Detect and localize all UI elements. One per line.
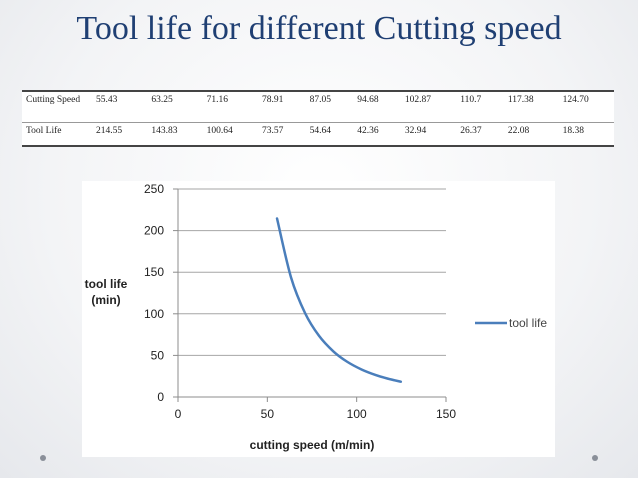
y-tick-label: 200 bbox=[144, 224, 164, 238]
table-cell: 71.16 bbox=[202, 92, 258, 123]
table-cell: 110.7 bbox=[456, 92, 504, 123]
table-cell: 143.83 bbox=[151, 126, 178, 136]
x-axis-title: cutting speed (m/min) bbox=[250, 438, 375, 452]
table-cell: 22.08 bbox=[507, 126, 530, 136]
table-cell: 78.91 bbox=[257, 92, 306, 123]
y-tick-label: 0 bbox=[157, 390, 164, 404]
table-cell: 54.64 bbox=[309, 126, 331, 136]
table-cell: 32.94 bbox=[404, 126, 427, 136]
y-axis-title-line2: (min) bbox=[91, 293, 120, 307]
y-tick-label: 50 bbox=[151, 348, 165, 362]
line-chart: 0 50 100 150 200 250 0 50 100 150 cutting speed (m… bbox=[85, 182, 548, 452]
series-line-tool-life bbox=[275, 217, 403, 383]
row-header: Tool Life bbox=[26, 126, 62, 136]
x-tick-label: 0 bbox=[175, 407, 182, 421]
chart-container: 0 50 100 150 200 250 0 50 100 150 cutting speed (m… bbox=[82, 181, 555, 457]
y-tick-label: 100 bbox=[144, 307, 164, 321]
table-cell: 100.64 bbox=[206, 126, 233, 136]
slide-title: Tool life for different Cutting speed bbox=[76, 10, 562, 47]
data-table-container: Cutting Speed 55.43 63.25 71.16 78.91 87… bbox=[22, 90, 614, 147]
y-axis-title-line1: tool life bbox=[85, 277, 128, 291]
y-tick-label: 150 bbox=[144, 265, 164, 279]
table-cell: 102.87 bbox=[400, 92, 457, 123]
slide-decoration-dot-right bbox=[592, 455, 598, 461]
table-cell: 87.05 bbox=[305, 92, 354, 123]
x-tick-label: 100 bbox=[347, 407, 367, 421]
table-cell: 94.68 bbox=[353, 92, 401, 123]
row-header: Cutting Speed bbox=[22, 92, 92, 123]
table-cell: 214.55 bbox=[96, 126, 123, 136]
table-cell: 63.25 bbox=[147, 92, 203, 123]
table-cell: 55.43 bbox=[92, 92, 148, 123]
y-tick-label: 250 bbox=[144, 182, 164, 196]
table-cell: 26.37 bbox=[460, 126, 482, 136]
x-tick-label: 50 bbox=[261, 407, 275, 421]
slide-decoration-dot-left bbox=[40, 455, 46, 461]
table-row-cutting-speed: Cutting Speed 55.43 63.25 71.16 78.91 87… bbox=[22, 92, 614, 123]
x-tick-label: 150 bbox=[436, 407, 456, 421]
legend-label: tool life bbox=[509, 316, 547, 330]
table-row-tool-life: Tool Life 214.55 143.83 100.64 73.57 54.… bbox=[22, 123, 614, 146]
data-table: Cutting Speed 55.43 63.25 71.16 78.91 87… bbox=[22, 92, 614, 145]
table-cell: 124.70 bbox=[558, 92, 614, 123]
table-cell: 42.36 bbox=[357, 126, 379, 136]
table-cell: 117.38 bbox=[503, 92, 559, 123]
table-cell: 18.38 bbox=[562, 126, 584, 136]
table-cell: 73.57 bbox=[261, 126, 284, 136]
